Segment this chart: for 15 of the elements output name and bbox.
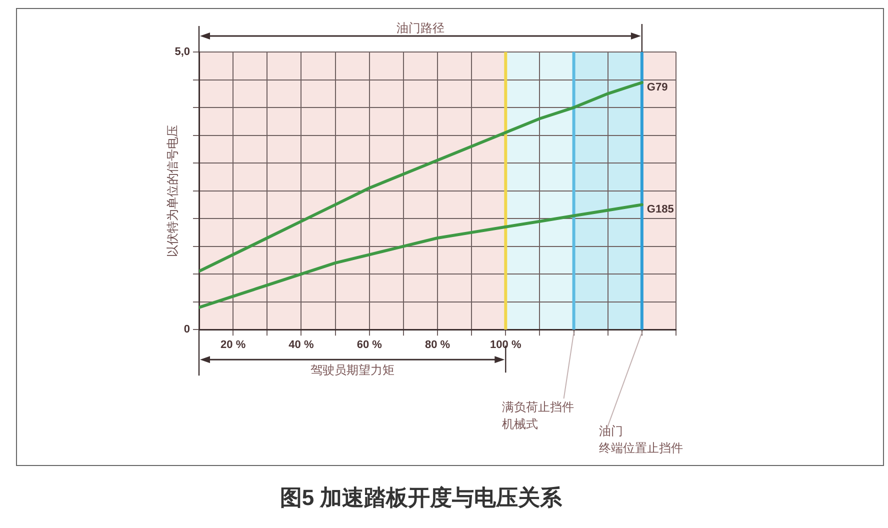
- series-label: G79: [646, 82, 668, 94]
- x-tick-label: 40 %: [288, 339, 314, 352]
- ref-line-label: 满负荷止挡件机械式: [502, 400, 574, 431]
- y-tick-label: 5,0: [174, 46, 190, 58]
- y-tick-label: 0: [184, 324, 190, 336]
- x-tick-label: 20 %: [220, 339, 246, 352]
- text: 图5 加速踏板开度与电压关系: [280, 484, 564, 510]
- ref-line-label: 油门终端位置止挡件: [598, 424, 683, 455]
- series-label: G185: [646, 204, 674, 216]
- x-tick-label: 60 %: [356, 339, 382, 352]
- x-tick-label: 100 %: [490, 339, 522, 352]
- text: 油门路径: [396, 21, 444, 36]
- text: 驾驶员期望力矩: [310, 362, 394, 377]
- y-axis-title: 以伏特为单位的信号电压: [165, 124, 180, 257]
- x-tick-label: 80 %: [424, 339, 450, 352]
